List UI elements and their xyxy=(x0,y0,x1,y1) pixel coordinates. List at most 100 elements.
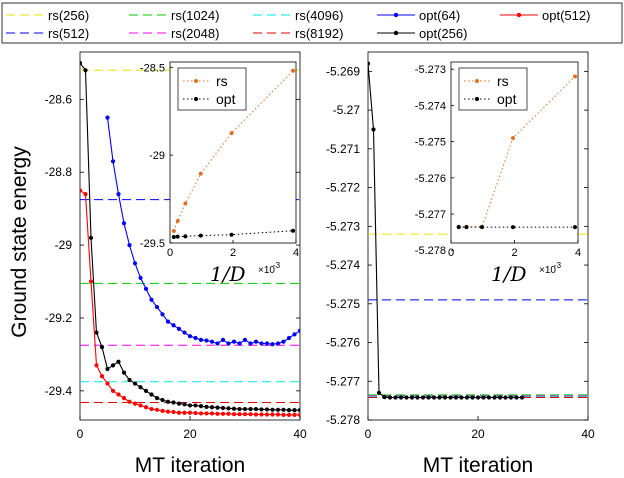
left-point-opt(512)-24 xyxy=(209,411,215,416)
left-point-opt(256)-2 xyxy=(88,235,94,240)
left-point-opt(256)-15 xyxy=(160,397,165,403)
left-point-opt(64)-6 xyxy=(138,275,143,281)
left-point-opt(256)-5 xyxy=(105,366,110,372)
left-point-opt(64)-17 xyxy=(198,337,204,342)
legend-label: rs(4096) xyxy=(295,8,343,23)
left-point-opt(64)-3 xyxy=(121,221,127,226)
left-point-opt(256)-7 xyxy=(116,359,121,364)
left-point-opt(512)-25 xyxy=(215,411,220,416)
right-point-opt(256)-7 xyxy=(404,395,409,400)
left-point-opt(64)-12 xyxy=(171,323,176,328)
right-ytick-label: -5.277 xyxy=(326,374,360,388)
left-point-opt(512)-35 xyxy=(270,412,275,417)
right-inset-legend-marker-0 xyxy=(475,79,479,83)
left-point-opt(64)-23 xyxy=(231,339,237,344)
right-point-opt(256)-18 xyxy=(464,395,470,400)
left-ylabel: Ground state energy xyxy=(8,146,31,338)
legend-label: opt(512) xyxy=(542,8,590,23)
right-inset-ytick-label: -5.276 xyxy=(415,173,446,185)
left-ytick-label: -29.2 xyxy=(45,311,73,325)
left-point-opt(64)-16 xyxy=(193,335,198,341)
left-point-opt(256)-12 xyxy=(143,388,149,393)
right-point-opt(256)-26 xyxy=(508,395,514,400)
left-point-opt(256)-33 xyxy=(259,407,264,412)
left-point-opt(512)-2 xyxy=(88,279,94,284)
right-point-opt(256)-27 xyxy=(514,395,519,400)
legend-box xyxy=(1,2,623,44)
left-point-opt(256)-10 xyxy=(132,381,138,386)
left-point-opt(256)-18 xyxy=(176,401,182,406)
left-point-opt(64)-25 xyxy=(242,337,248,342)
right-inset-legend-marker-1 xyxy=(475,97,479,101)
left-ytick-label: -29.4 xyxy=(45,384,73,398)
left-ytick-label: -28.6 xyxy=(45,92,73,106)
left-point-opt(256)-22 xyxy=(198,404,204,409)
right-point-opt(256)-14 xyxy=(442,395,448,400)
left-point-opt(256)-8 xyxy=(121,370,127,375)
left-inset-point-opt-4 xyxy=(229,232,234,237)
left-xlabel: MT iteration xyxy=(135,454,246,477)
right-point-opt(256)-0 xyxy=(368,61,371,66)
left-inset-xtick-label: 4 xyxy=(293,247,299,259)
left-point-opt(64)-2 xyxy=(116,191,121,197)
left-point-opt(512)-8 xyxy=(121,396,127,401)
right-xtick-label: 20 xyxy=(471,427,485,441)
left-point-opt(64)-32 xyxy=(281,339,286,344)
left-inset-xtick-label: 2 xyxy=(230,247,236,259)
right-xtick-label: 40 xyxy=(581,427,595,441)
left-point-opt(512)-36 xyxy=(275,412,281,417)
right-point-opt(256)-3 xyxy=(382,395,387,400)
right-ytick-label: -5.278 xyxy=(326,413,360,427)
left-point-opt(64)-35 xyxy=(297,328,300,333)
left-point-opt(64)-11 xyxy=(165,319,171,324)
left-inset-ytick-label: -29.5 xyxy=(140,238,165,250)
left-point-opt(64)-5 xyxy=(132,261,138,266)
left-point-opt(256)-20 xyxy=(187,403,193,408)
left-inset-ytick-label: -29 xyxy=(149,150,165,162)
left-point-opt(512)-14 xyxy=(154,407,160,412)
left-point-opt(256)-30 xyxy=(242,406,248,412)
left-inset-legend-label: rs xyxy=(216,73,228,89)
left-ytick-label: -28.8 xyxy=(45,165,73,179)
left-point-opt(256)-23 xyxy=(204,404,209,409)
right-point-opt(256)-19 xyxy=(470,395,475,400)
right-point-opt(256)-21 xyxy=(481,395,486,400)
left-point-opt(512)-15 xyxy=(160,408,165,413)
left-point-opt(512)-23 xyxy=(204,411,209,416)
left-point-opt(256)-6 xyxy=(110,363,116,368)
right-inset-xtick-label: 2 xyxy=(511,247,517,259)
left-inset-point-opt-3 xyxy=(198,233,203,238)
left-point-opt(512)-3 xyxy=(94,363,99,368)
left-point-opt(512)-5 xyxy=(105,381,110,386)
legend-label: rs(512) xyxy=(48,26,89,41)
right-inset-point-opt-4 xyxy=(573,225,578,230)
left-point-opt(512)-32 xyxy=(253,412,259,417)
right-inset-xexponent-power: -3 xyxy=(554,261,562,270)
legend-label: rs(256) xyxy=(48,8,89,23)
right-point-opt(256)-24 xyxy=(497,395,503,400)
left-point-opt(512)-28 xyxy=(231,412,237,417)
left-inset-legend-label: opt xyxy=(216,91,236,107)
left-point-opt(256)-38 xyxy=(286,408,292,413)
right-ytick-label: -5.275 xyxy=(326,297,360,311)
right-inset-point-rs-3 xyxy=(511,136,516,141)
left-inset-series-opt xyxy=(173,230,294,238)
left-point-opt(64)-28 xyxy=(259,341,264,346)
right-ytick-label: -5.271 xyxy=(326,142,360,156)
right-ytick-label: -5.272 xyxy=(326,181,360,195)
right-inset-xtick-label: 0 xyxy=(448,247,454,259)
left-point-opt(256)-29 xyxy=(237,406,242,412)
right-ytick-label: -5.274 xyxy=(326,258,360,272)
left-point-opt(256)-39 xyxy=(292,408,297,413)
right-point-opt(256)-6 xyxy=(398,395,404,400)
left-point-opt(256)-9 xyxy=(127,377,132,383)
left-point-opt(512)-17 xyxy=(171,409,176,415)
left-xtick-label: 20 xyxy=(183,427,197,441)
left-point-opt(64)-33 xyxy=(286,335,292,341)
right-point-opt(256)-9 xyxy=(415,395,420,400)
legend-marker-opt(64) xyxy=(393,12,399,18)
right-point-opt(256)-2 xyxy=(376,390,382,395)
right-inset-ytick-label: -5.275 xyxy=(415,137,446,149)
left-xtick-label: 0 xyxy=(77,427,84,441)
